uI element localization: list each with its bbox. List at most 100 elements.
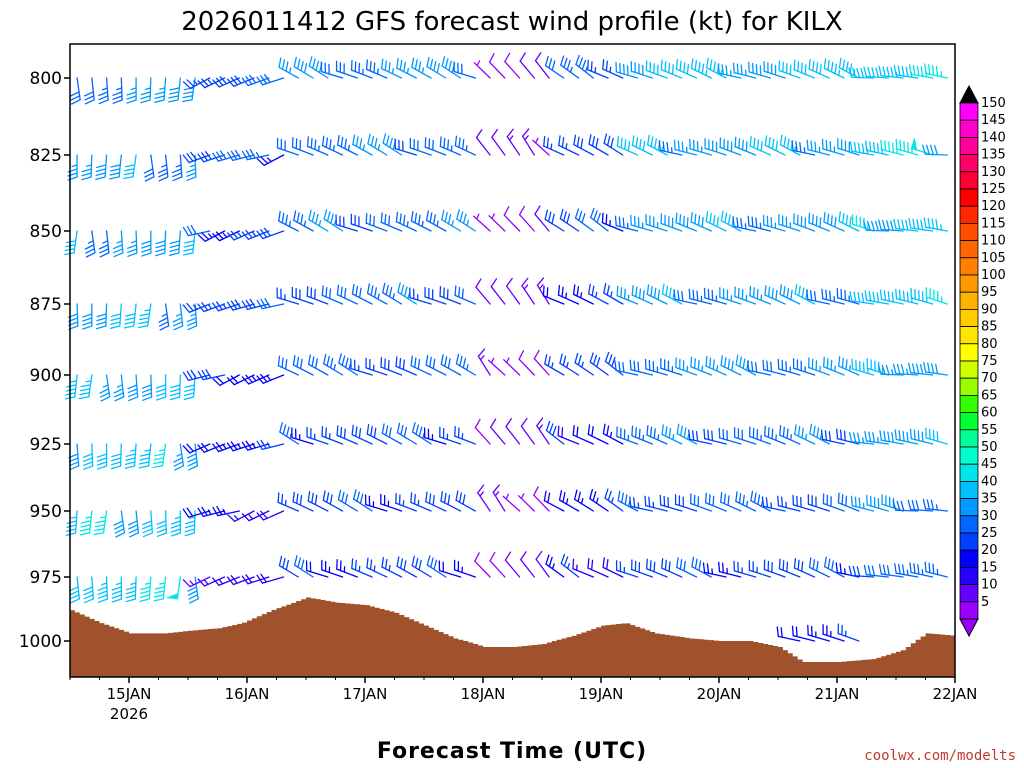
barb-feather	[534, 205, 541, 215]
barb-feather	[226, 78, 235, 87]
barb-feather	[99, 252, 110, 258]
colorbar-label: 80	[981, 337, 998, 352]
barb-feather	[886, 220, 890, 231]
barb-feather	[543, 490, 547, 502]
barb-feather	[491, 128, 499, 138]
barb-half-feather	[687, 433, 690, 440]
barb-shaft	[396, 565, 417, 578]
barb-feather	[475, 129, 483, 139]
wind-barb	[863, 220, 889, 232]
barb-feather	[403, 61, 406, 73]
barb-feather	[492, 484, 500, 493]
barb-feather	[754, 362, 758, 373]
barb-feather	[742, 494, 745, 506]
barb-feather	[827, 60, 830, 71]
barb-shaft	[193, 510, 196, 534]
barb-feather	[633, 497, 636, 508]
wind-barb	[141, 230, 152, 257]
barb-feather	[306, 136, 309, 148]
wind-barb	[791, 625, 816, 642]
barb-feather	[249, 74, 257, 84]
barb-feather	[462, 494, 466, 505]
barb-feather	[66, 384, 77, 388]
barb-feather	[226, 232, 235, 241]
wind-barb	[689, 138, 712, 156]
barb-feather	[300, 559, 305, 571]
barb-feather	[154, 590, 165, 594]
barb-feather	[488, 53, 495, 63]
barb-feather	[860, 67, 865, 79]
wind-barb	[705, 492, 727, 512]
colorbar-label: 90	[981, 302, 998, 317]
barb-feather	[395, 356, 398, 368]
barb-feather	[675, 212, 678, 224]
wind-barb	[293, 56, 314, 79]
barb-feather	[111, 598, 122, 603]
barb-feather	[182, 226, 189, 237]
barb-feather	[169, 87, 180, 91]
barb-feather	[83, 465, 94, 470]
wind-barb	[182, 151, 211, 164]
barb-feather	[673, 289, 676, 301]
barb-feather	[738, 493, 742, 504]
barb-feather	[82, 321, 93, 326]
barb-feather	[727, 214, 731, 226]
wind-barb	[658, 140, 683, 156]
barb-half-feather	[551, 362, 554, 369]
barb-feather	[778, 558, 781, 570]
barb-feather	[875, 220, 879, 232]
barb-feather	[591, 285, 595, 297]
terrain-layer	[70, 597, 955, 677]
wind-barb	[140, 77, 152, 104]
barb-feather	[572, 424, 575, 436]
barb-feather	[688, 288, 691, 300]
barb-feather	[158, 176, 169, 182]
barb-feather	[341, 491, 345, 503]
barb-feather	[370, 135, 375, 147]
wind-barb	[850, 495, 875, 512]
barb-feather	[171, 168, 182, 174]
barb-feather	[186, 302, 194, 312]
chart-title: 2026011412 GFS forecast wind profile (kt…	[181, 7, 842, 37]
colorbar-label: 50	[981, 440, 998, 455]
barb-shaft	[164, 230, 167, 254]
wind-barb	[660, 59, 683, 79]
barb-feather	[296, 356, 300, 368]
barb-feather	[665, 426, 668, 437]
wind-barb	[226, 230, 255, 241]
barb-feather	[574, 352, 579, 364]
wind-barb	[409, 287, 432, 305]
barb-feather	[857, 292, 861, 303]
barb-feather	[300, 60, 304, 72]
barb-shaft	[504, 61, 521, 79]
barb-feather	[779, 284, 782, 296]
y-tick-label: 875	[30, 295, 62, 315]
barb-shaft	[278, 565, 299, 578]
wind-barb	[821, 138, 845, 156]
barb-half-feather	[347, 144, 350, 152]
barb-feather	[397, 282, 401, 293]
barb-feather	[606, 425, 610, 437]
wind-barb	[560, 55, 580, 79]
barb-feather	[673, 139, 676, 151]
colorbar-swatch	[959, 222, 979, 241]
barb-feather	[100, 396, 111, 402]
barb-feather	[215, 231, 224, 240]
wind-barb	[454, 285, 476, 305]
barb-feather	[447, 358, 451, 369]
barb-feather	[926, 499, 931, 510]
barb-shaft	[147, 303, 152, 327]
barb-feather	[439, 136, 442, 148]
barb-feather	[891, 291, 894, 303]
barb-feather	[676, 557, 679, 569]
barb-feather	[241, 150, 248, 161]
barb-feather	[367, 133, 371, 145]
wind-barb	[321, 559, 344, 578]
barb-half-feather	[479, 491, 484, 497]
barb-feather	[766, 360, 769, 372]
barb-feather	[403, 426, 408, 438]
barb-feather	[197, 444, 205, 453]
wind-barb	[690, 356, 712, 376]
wind-barb	[155, 374, 167, 401]
barb-feather	[458, 492, 462, 503]
